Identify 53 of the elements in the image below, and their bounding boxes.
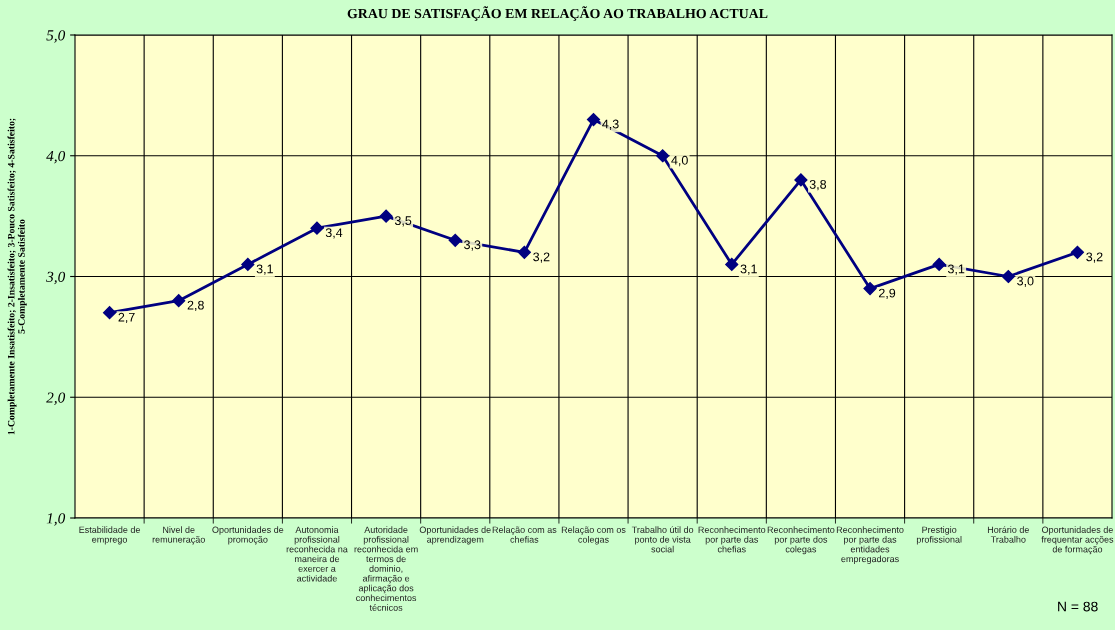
y-axis-title: 1-Completamente Insatisfeito; 2-Insatisfeito; 3-Pouco Satisfeito; 4-Satisfeito; 5-Completamente Satisfeito xyxy=(7,118,27,435)
x-tick-label: Relação com os colegas xyxy=(561,526,626,545)
category-label: Autoridade profissional reconhecida em termos de dominio, afirmação e aplicação dos conhecimentos técnicos xyxy=(354,526,418,611)
x-tick-label: Reconhecimento por parte das chefias xyxy=(698,526,766,553)
point xyxy=(310,221,324,235)
x-tick-label: Oportunidades de aprendizagem xyxy=(419,526,491,545)
x-tick-label: Prestigio profissional xyxy=(916,526,962,545)
point xyxy=(863,281,877,296)
y-tick-label: 1,0 xyxy=(46,513,66,526)
data-label: 3,3 xyxy=(464,240,481,251)
data-label: 3,2 xyxy=(1086,252,1103,263)
data-label: 3,8 xyxy=(809,179,827,191)
y-tick-label: 5,0 xyxy=(46,30,66,43)
x-tick-label: Reconhecimento por parte das entidades empregadoras xyxy=(836,526,904,564)
data-label: 2,9 xyxy=(879,288,896,299)
point xyxy=(656,149,670,163)
point xyxy=(102,306,117,320)
data-label: 3,2 xyxy=(533,252,550,263)
point xyxy=(1070,245,1085,259)
point xyxy=(725,257,739,272)
chart-title: GRAU DE SATISFAÇÃO EM RELAÇÃO AO TRABALHO ACTUAL xyxy=(347,6,768,21)
x-tick-label: Reconhecimento por parte dos colegas xyxy=(767,526,835,555)
y-tick-label: 2,0 xyxy=(46,392,66,405)
x-tick-label: Estabilidade de emprego xyxy=(79,526,141,545)
data-label: 2,8 xyxy=(187,300,204,312)
data-label: 3,0 xyxy=(1017,276,1034,287)
x-tick-label: Horário de Trabalho xyxy=(987,526,1029,543)
point xyxy=(586,112,601,127)
x-tick-label: Trabalho útil do ponto de vista social xyxy=(631,526,694,553)
y-tick-label: 3,0 xyxy=(46,271,66,285)
point xyxy=(517,245,531,259)
data-label: 3,4 xyxy=(325,228,343,239)
point xyxy=(1001,269,1015,284)
data-label: 2,7 xyxy=(118,312,135,324)
x-tick-label: Relação com as chefias xyxy=(492,526,557,543)
y-tick-label: 4,0 xyxy=(46,150,66,164)
data-label: 4,3 xyxy=(602,119,619,130)
x-tick-label: Oportunidades de frequentar acções de formação xyxy=(1041,526,1114,555)
data-label: 3,1 xyxy=(256,264,273,275)
point xyxy=(794,173,808,187)
data-label: 3,1 xyxy=(947,264,965,275)
point xyxy=(172,294,186,308)
point xyxy=(448,233,462,247)
x-tick-label: Autonomia profissional reconhecida na maneira de exercer a actividade xyxy=(286,526,348,582)
x-tick-label: Oportunidades de promoção xyxy=(212,526,284,545)
point xyxy=(241,257,255,272)
text: N = 88 xyxy=(1058,601,1098,612)
data-label: 3,5 xyxy=(394,216,412,227)
data-label: 4,0 xyxy=(671,155,688,167)
point xyxy=(379,209,393,223)
x-tick-label: Nivel de remuneração xyxy=(152,526,205,545)
point xyxy=(932,257,946,272)
data-label: 3,1 xyxy=(740,264,757,275)
